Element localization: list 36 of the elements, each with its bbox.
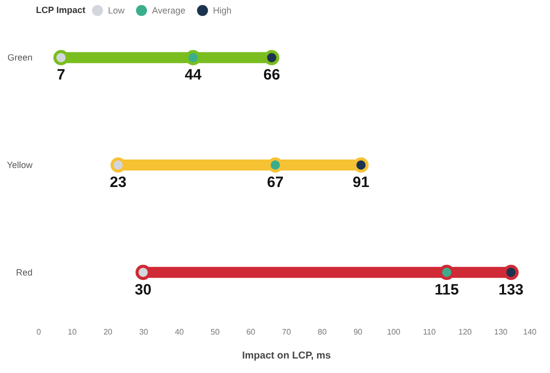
data-label: 30	[134, 281, 152, 298]
x-axis-title: Impact on LCP, ms	[242, 350, 332, 362]
x-tick-label: 50	[210, 328, 220, 336]
legend-label: High	[213, 6, 232, 16]
data-label: 7	[56, 66, 66, 84]
legend-title: LCP Impact	[36, 5, 86, 15]
legend-label: Low	[108, 6, 126, 16]
x-tick-label: 100	[386, 328, 401, 336]
x-tick-label: 10	[68, 328, 78, 336]
data-label: 133	[498, 281, 524, 298]
x-tick-label: 80	[318, 328, 328, 336]
data-label: 91	[352, 174, 370, 191]
x-tick-label: 90	[353, 328, 363, 336]
x-tick-label: 40	[174, 328, 184, 336]
x-tick-label: 30	[139, 328, 149, 336]
x-tick-label: 110	[422, 328, 436, 336]
y-tick-label: Red	[16, 267, 32, 278]
point	[439, 264, 454, 280]
x-tick-label: 130	[494, 328, 508, 336]
x-tick-label: 70	[282, 328, 292, 336]
x-tick-label: 120	[458, 328, 472, 336]
data-label: 23	[110, 174, 126, 191]
x-tick-label: 60	[246, 328, 256, 336]
point	[136, 264, 151, 280]
x-tick-label: 20	[103, 328, 113, 336]
point	[264, 50, 280, 66]
data-label: 44	[184, 66, 202, 84]
point	[186, 50, 201, 66]
y-tick-label: Yellow	[6, 160, 33, 170]
data-label: 115	[434, 281, 459, 298]
x-tick-label: 0	[36, 328, 42, 336]
legend-label: Average	[152, 6, 186, 16]
data-label: 67	[266, 174, 284, 191]
y-tick-label: Green	[7, 52, 32, 63]
x-tick-label: 140	[523, 328, 538, 336]
data-label: 66	[263, 66, 280, 84]
